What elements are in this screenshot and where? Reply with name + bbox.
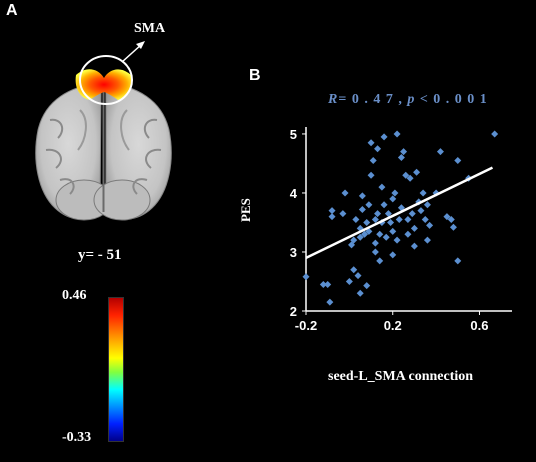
data-point <box>374 145 382 153</box>
data-point <box>371 239 379 247</box>
regression-line <box>305 166 494 260</box>
data-point <box>393 130 401 138</box>
data-point <box>358 205 366 213</box>
data-point <box>326 298 334 306</box>
data-point <box>400 148 408 156</box>
chart-axes: -0.2 0.2 0.6 2 3 4 5 <box>290 127 512 333</box>
data-point <box>454 157 462 165</box>
data-point <box>324 280 332 288</box>
data-point <box>449 223 457 231</box>
r-value: = 0 . 4 7 , <box>338 92 403 107</box>
colorbar-min-label: -0.33 <box>62 430 92 445</box>
x-tick-label: -0.2 <box>295 318 317 333</box>
data-point <box>402 171 410 179</box>
data-point <box>363 218 371 226</box>
data-point <box>393 236 401 244</box>
data-point <box>384 210 392 218</box>
data-point <box>406 174 414 182</box>
colorbar-max-label: 0.46 <box>62 288 87 303</box>
data-point <box>391 189 399 197</box>
data-point <box>376 230 384 238</box>
y-tick-label: 3 <box>290 245 297 260</box>
data-point <box>328 207 336 215</box>
data-point <box>397 154 405 162</box>
r-symbol: R <box>328 92 339 107</box>
data-point <box>371 248 379 256</box>
chart-points <box>302 130 499 306</box>
data-point <box>367 139 375 147</box>
data-point <box>380 133 388 141</box>
data-point <box>404 216 412 224</box>
data-point <box>423 201 431 209</box>
x-axis-label: seed-L_SMA connection <box>328 369 474 384</box>
panel-a-label: A <box>6 2 18 19</box>
data-point <box>417 207 425 215</box>
y-tick-label: 4 <box>290 186 298 201</box>
data-point <box>389 195 397 203</box>
p-value: < 0 . 0 0 1 <box>415 92 488 107</box>
data-point <box>339 210 347 218</box>
data-point <box>410 224 418 232</box>
data-point <box>389 251 397 259</box>
data-point <box>374 210 382 218</box>
data-point <box>352 216 360 224</box>
data-point <box>408 210 416 218</box>
data-point <box>319 280 327 288</box>
data-point <box>443 213 451 221</box>
roi-circle <box>79 55 133 105</box>
data-point <box>350 266 358 274</box>
data-point <box>350 236 358 244</box>
y-tick-label: 2 <box>290 304 297 319</box>
data-point <box>358 192 366 200</box>
data-point <box>354 272 362 280</box>
data-point <box>369 157 377 165</box>
data-point <box>376 257 384 265</box>
data-point <box>328 213 336 221</box>
data-point <box>367 171 375 179</box>
data-point <box>302 273 310 281</box>
data-point <box>365 201 373 209</box>
data-point <box>423 236 431 244</box>
data-point <box>371 216 379 224</box>
data-point <box>345 277 353 285</box>
data-point <box>447 216 455 224</box>
data-point <box>341 189 349 197</box>
data-point <box>413 168 421 176</box>
data-point <box>419 189 427 197</box>
data-point <box>356 289 364 297</box>
panel-b-label: B <box>249 67 261 84</box>
data-point <box>436 148 444 156</box>
x-tick-label: 0.2 <box>384 318 402 333</box>
data-point <box>421 216 429 224</box>
y-axis-label: PES <box>238 198 253 222</box>
p-symbol: p <box>407 92 416 107</box>
sma-activation-blob <box>75 69 133 100</box>
data-point <box>410 242 418 250</box>
data-point <box>363 282 371 290</box>
data-point <box>491 130 499 138</box>
data-point <box>395 216 403 224</box>
data-point <box>454 257 462 265</box>
y-tick-label: 5 <box>290 127 297 142</box>
sma-label: SMA <box>134 21 166 36</box>
roi-arrow <box>121 43 143 63</box>
data-point <box>426 221 434 229</box>
data-point <box>404 230 412 238</box>
data-point <box>382 233 390 241</box>
correlation-stat: R= 0 . 4 7 , p < 0 . 0 0 1 <box>328 92 488 108</box>
data-point <box>387 218 395 226</box>
x-tick-label: 0.6 <box>470 318 488 333</box>
chart-fit-line <box>305 166 494 260</box>
data-point <box>361 230 369 238</box>
data-point <box>356 233 364 241</box>
brain-outline <box>35 82 172 221</box>
data-point <box>378 183 386 191</box>
colorbar <box>108 297 124 442</box>
slice-coordinate-label: y= - 51 <box>78 247 122 263</box>
data-point <box>389 227 397 235</box>
data-point <box>380 201 388 209</box>
